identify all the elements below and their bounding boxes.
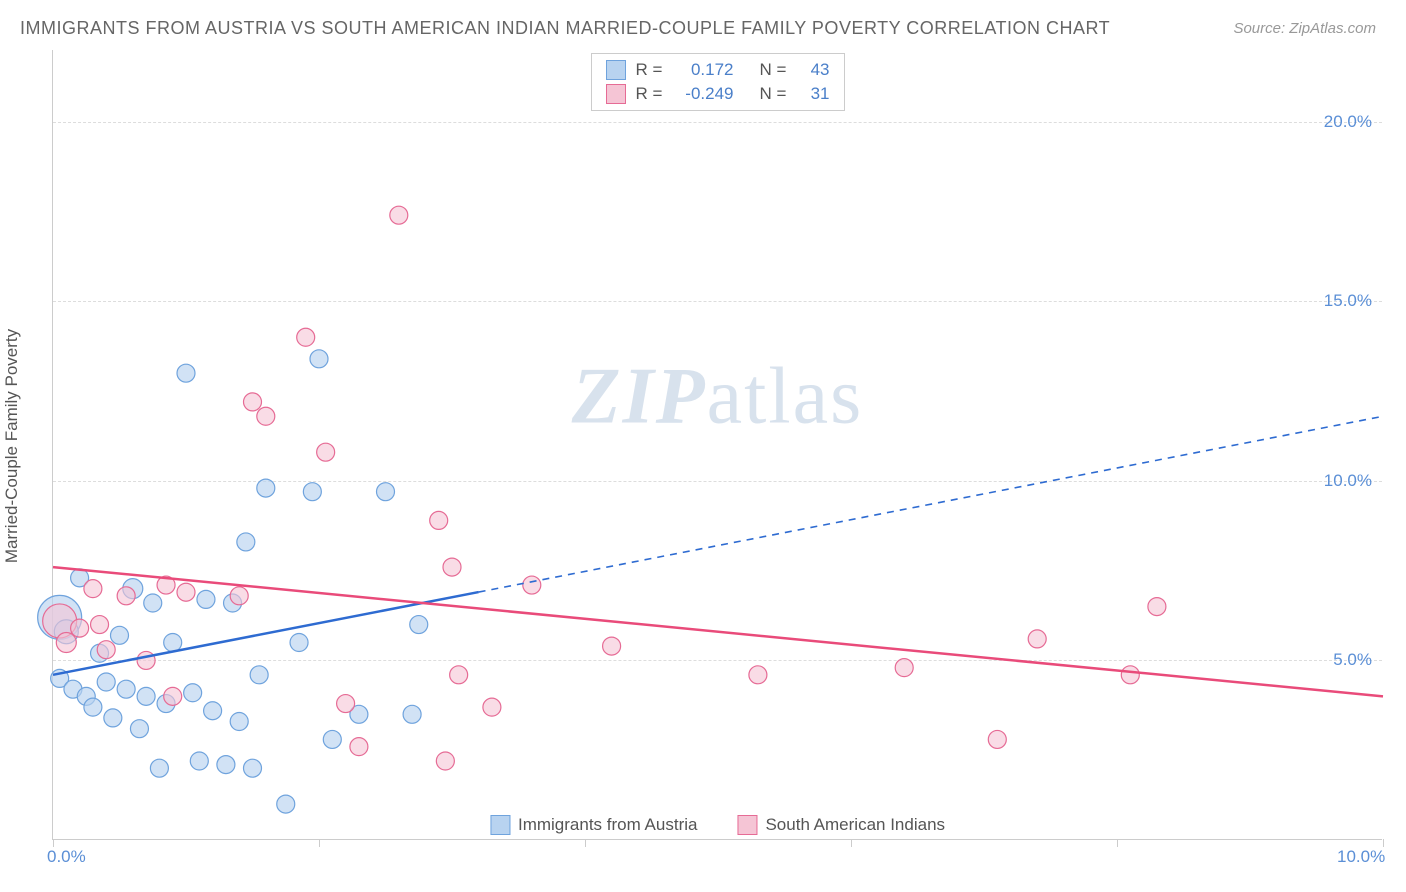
scatter-point: [337, 695, 355, 713]
scatter-point: [310, 350, 328, 368]
scatter-point: [137, 651, 155, 669]
swatch-series-0: [606, 60, 626, 80]
scatter-point: [323, 730, 341, 748]
scatter-point: [244, 759, 262, 777]
scatter-point: [230, 587, 248, 605]
source-label: Source: ZipAtlas.com: [1233, 20, 1376, 37]
stat-r-label: R =: [636, 82, 664, 106]
xtick: [319, 839, 320, 847]
scatter-point: [1148, 598, 1166, 616]
scatter-point: [603, 637, 621, 655]
stat-r-label: R =: [636, 58, 664, 82]
stat-n-label: N =: [760, 58, 790, 82]
scatter-point: [436, 752, 454, 770]
scatter-point: [150, 759, 168, 777]
legend-swatch-1: [737, 815, 757, 835]
scatter-point: [988, 730, 1006, 748]
chart-title: IMMIGRANTS FROM AUSTRIA VS SOUTH AMERICA…: [20, 18, 1110, 39]
xtick: [585, 839, 586, 847]
stat-n-value-0: 43: [800, 58, 830, 82]
scatter-point: [130, 720, 148, 738]
legend-item-0: Immigrants from Austria: [490, 815, 698, 835]
scatter-point: [350, 738, 368, 756]
scatter-point: [523, 576, 541, 594]
scatter-point: [290, 634, 308, 652]
xtick: [851, 839, 852, 847]
scatter-point: [403, 705, 421, 723]
legend-label-1: South American Indians: [765, 815, 945, 835]
scatter-point: [204, 702, 222, 720]
scatter-point: [97, 641, 115, 659]
scatter-point: [430, 511, 448, 529]
scatter-point: [117, 680, 135, 698]
scatter-point: [237, 533, 255, 551]
legend-item-1: South American Indians: [737, 815, 945, 835]
xtick: [53, 839, 54, 847]
scatter-point: [190, 752, 208, 770]
xtick: [1383, 839, 1384, 847]
legend-swatch-0: [490, 815, 510, 835]
scatter-point: [277, 795, 295, 813]
stats-row-series-0: R = 0.172 N = 43: [606, 58, 830, 82]
scatter-point: [250, 666, 268, 684]
xtick-label: 10.0%: [1337, 847, 1385, 867]
y-axis-label: Married-Couple Family Poverty: [2, 329, 22, 563]
scatter-point: [56, 633, 76, 653]
scatter-point: [483, 698, 501, 716]
scatter-point: [91, 616, 109, 634]
scatter-point: [1028, 630, 1046, 648]
scatter-point: [144, 594, 162, 612]
scatter-point: [895, 659, 913, 677]
scatter-svg: [53, 50, 1382, 839]
scatter-point: [303, 483, 321, 501]
scatter-point: [217, 756, 235, 774]
scatter-point: [71, 619, 89, 637]
scatter-point: [443, 558, 461, 576]
legend-label-0: Immigrants from Austria: [518, 815, 698, 835]
scatter-point: [450, 666, 468, 684]
trendline-dashed: [479, 416, 1383, 592]
scatter-point: [137, 687, 155, 705]
scatter-point: [84, 580, 102, 598]
scatter-point: [117, 587, 135, 605]
chart-plot-area: ZIPatlas R = 0.172 N = 43 R = -0.249 N =…: [52, 50, 1382, 840]
scatter-point: [410, 616, 428, 634]
xtick-label: 0.0%: [47, 847, 86, 867]
scatter-point: [1121, 666, 1139, 684]
scatter-point: [244, 393, 262, 411]
stat-n-value-1: 31: [800, 82, 830, 106]
scatter-point: [177, 364, 195, 382]
scatter-point: [164, 687, 182, 705]
scatter-point: [230, 713, 248, 731]
swatch-series-1: [606, 84, 626, 104]
scatter-point: [97, 673, 115, 691]
xtick: [1117, 839, 1118, 847]
scatter-point: [257, 407, 275, 425]
scatter-point: [257, 479, 275, 497]
scatter-point: [111, 626, 129, 644]
scatter-point: [377, 483, 395, 501]
stat-r-value-0: 0.172: [674, 58, 734, 82]
scatter-point: [177, 583, 195, 601]
scatter-point: [749, 666, 767, 684]
stats-legend-box: R = 0.172 N = 43 R = -0.249 N = 31: [591, 53, 845, 111]
scatter-point: [390, 206, 408, 224]
scatter-point: [184, 684, 202, 702]
bottom-legend: Immigrants from Austria South American I…: [490, 815, 945, 835]
stat-r-value-1: -0.249: [674, 82, 734, 106]
scatter-point: [84, 698, 102, 716]
scatter-point: [104, 709, 122, 727]
scatter-point: [197, 590, 215, 608]
stats-row-series-1: R = -0.249 N = 31: [606, 82, 830, 106]
scatter-point: [297, 328, 315, 346]
scatter-point: [164, 634, 182, 652]
stat-n-label: N =: [760, 82, 790, 106]
scatter-point: [317, 443, 335, 461]
